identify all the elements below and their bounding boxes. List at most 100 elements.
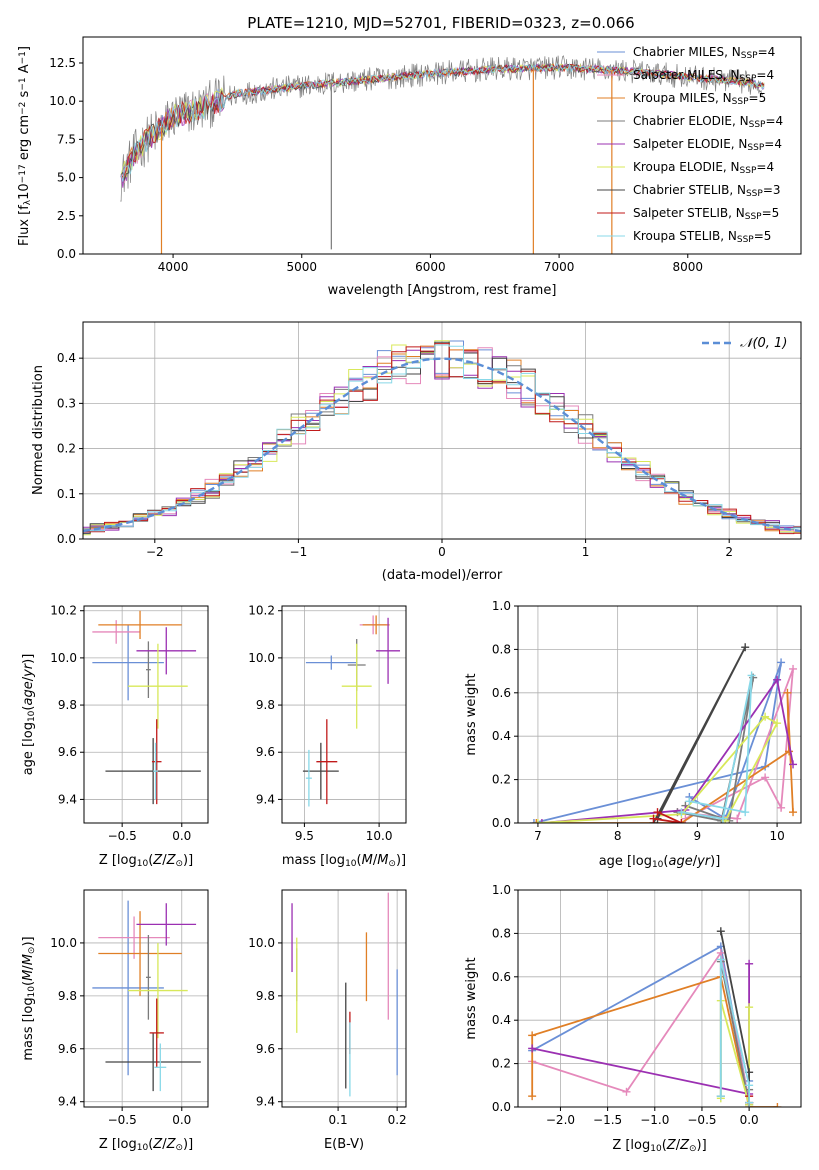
weight-marker (532, 819, 541, 823)
y-tick-label: 0.0 (492, 816, 511, 830)
y-tick-label: 1.0 (492, 883, 511, 897)
x-tick-label: 6000 (415, 260, 446, 274)
y-tick-label: 0.4 (492, 1013, 511, 1027)
x-axis-label: mass [log10(M/M⊙)] (282, 853, 406, 869)
x-tick-label: −0.5 (108, 1113, 137, 1127)
errorbar-kroupa-elodie (128, 942, 188, 1039)
x-tick-label: −2 (146, 545, 164, 559)
weight-marker (777, 803, 786, 812)
panel-age_vs_mass: 9.5 10.0 9.4 9.6 9.8 10.0 10.2 mass [log10(M/M⊙… (248, 604, 407, 869)
y-tick-label: 10.2 (50, 604, 77, 618)
weight-marker (745, 959, 754, 968)
x-tick-label: 0.0 (740, 1113, 759, 1127)
weight-line-kroupa-stelib (719, 959, 750, 1103)
x-tick-label: −1.5 (593, 1113, 622, 1127)
x-axis-label: E(B-V) (324, 1137, 364, 1152)
x-tick-label: −0.5 (687, 1113, 716, 1127)
weight-marker (533, 819, 542, 823)
axes-frame (83, 889, 209, 1108)
weight-marker (529, 819, 538, 823)
histogram-chabrier-elodie (83, 353, 801, 533)
y-axis-label: mass weight (464, 673, 479, 755)
plot-area (529, 643, 798, 823)
panel-residuals: −2 −1 0 1 2 0.0 0.1 0.2 0.3 0.4 Normed distributio… (31, 321, 802, 583)
errorbar-salpeter-miles (92, 620, 141, 644)
axes-frame (517, 889, 802, 1108)
x-tick-label: 7000 (544, 260, 575, 274)
x-tick-label: 10.0 (366, 829, 393, 843)
y-tick-label: 9.8 (256, 989, 275, 1003)
errorbar-kroupa-elodie (341, 643, 372, 729)
weight-marker (785, 747, 794, 756)
weight-marker (747, 671, 756, 680)
x-tick-label: 10 (769, 829, 784, 843)
errorbar-kroupa-elodie (128, 643, 188, 729)
x-tick-label: 0 (438, 545, 446, 559)
weight-line-salpeter-elodie (541, 677, 794, 823)
x-axis-label: Z [log10(Z/Z⊙)] (99, 1137, 193, 1153)
weight-marker (789, 808, 798, 817)
x-axis-label: age [log10(age/yr)] (599, 854, 721, 870)
y-tick-label: 10.0 (248, 936, 275, 950)
weight-marker (761, 712, 770, 721)
y-tick-label: 0.0 (492, 1100, 511, 1114)
weight-marker (528, 1044, 537, 1053)
weight-marker (789, 760, 798, 769)
weight-marker (677, 808, 686, 817)
x-tick-label: −1.0 (640, 1113, 669, 1127)
x-axis-label: Z [log10(Z/Z⊙)] (99, 853, 193, 869)
x-axis-label: (data-model)/error (382, 568, 503, 583)
weight-marker (685, 797, 694, 806)
x-tick-label: 0.0 (172, 829, 191, 843)
panel-mass_weight_vs_age: 7 8 9 10 0.0 0.2 0.4 0.6 0.8 1.0 mass weight age [l… (464, 599, 802, 870)
y-tick-label: 9.8 (256, 698, 275, 712)
x-tick-label: 0.1 (329, 1113, 348, 1127)
y-axis-label: Normed distribution (31, 365, 46, 495)
legend-entry: Chabrier MILES, NSSP=4 (633, 45, 775, 61)
histogram-kroupa-elodie (83, 340, 801, 536)
weight-marker (622, 1087, 631, 1096)
panel-age_vs_Z: −0.5 0.0 9.4 9.6 9.8 10.0 10.2 age [log10(age/y… (21, 604, 209, 869)
weight-line-salpeter-elodie (532, 963, 750, 1096)
x-tick-label: 1 (582, 545, 590, 559)
histogram-salpeter-elodie (83, 349, 801, 531)
y-tick-label: 0.1 (57, 487, 76, 501)
y-tick-label: 9.8 (58, 989, 77, 1003)
histogram-chabrier-stelib (83, 341, 801, 534)
y-tick-label: 0.6 (492, 970, 511, 984)
y-tick-label: 0.4 (492, 729, 511, 743)
legend: Chabrier MILES, NSSP=4 Salpeter MILES, NS… (597, 45, 783, 245)
weight-marker (528, 1092, 537, 1101)
weight-line-chabrier-stelib (652, 646, 747, 823)
weight-marker (716, 955, 725, 964)
y-tick-label: 9.4 (58, 1095, 77, 1109)
weight-marker (677, 819, 686, 823)
histogram-kroupa-miles (83, 345, 801, 532)
weight-marker (773, 1103, 782, 1107)
errorbar-salpeter-stelib (316, 719, 338, 805)
histogram-salpeter-stelib (83, 343, 801, 535)
y-tick-label: 7.5 (57, 132, 76, 146)
legend-entry: Kroupa ELODIE, NSSP=4 (633, 160, 774, 176)
panel-mass_vs_Z: −0.5 0.0 9.4 9.6 9.8 10.0 mass [log10(M/M⊙)] Z … (21, 889, 209, 1153)
y-axis-label: mass weight (464, 957, 479, 1039)
y-tick-label: 0.2 (492, 773, 511, 787)
figure-title: PLATE=1210, MJD=52701, FIBERID=0323, z=0… (247, 14, 634, 32)
weight-marker (653, 808, 662, 817)
y-tick-label: 10.2 (248, 604, 275, 618)
panel-spectrum: 4000 5000 6000 7000 8000 0.0 2.5 5.0 7.5 10.0 12.5… (17, 36, 802, 298)
errorbar-kroupa-stelib (305, 749, 312, 807)
legend-entry: Salpeter ELODIE, NSSP=4 (633, 137, 782, 153)
y-tick-label: 9.6 (58, 745, 77, 759)
y-tick-label: 0.4 (57, 351, 76, 365)
legend-entry: Kroupa STELIB, NSSP=5 (633, 229, 771, 245)
weight-marker (789, 664, 798, 673)
y-tick-label: 10.0 (248, 651, 275, 665)
plot-area (92, 610, 201, 805)
weight-marker (528, 1031, 537, 1040)
panel-mass_vs_ebv: 0.1 0.2 9.4 9.6 9.8 10.0 E(B-V) (248, 889, 407, 1152)
x-tick-label: 7 (534, 829, 542, 843)
errorbar-salpeter-stelib (149, 998, 164, 1068)
y-tick-label: 2.5 (57, 209, 76, 223)
